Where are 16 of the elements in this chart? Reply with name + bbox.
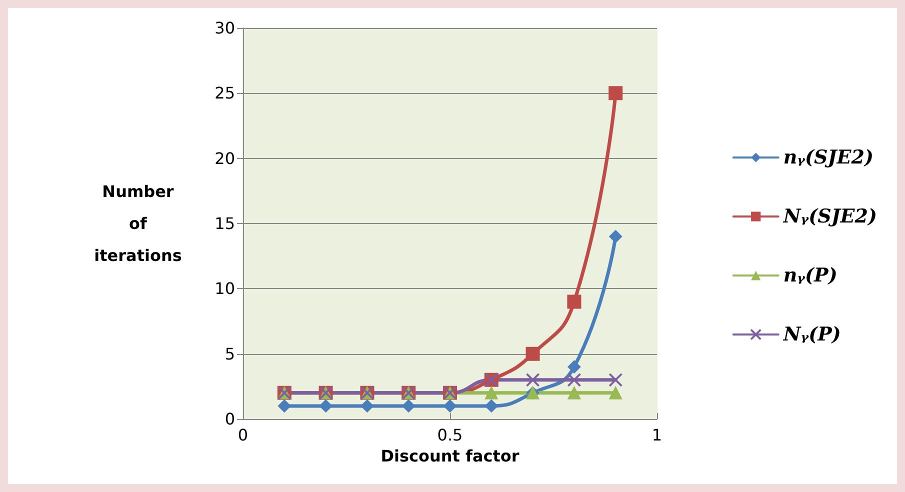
y-tick-label: 5 — [224, 344, 235, 364]
legend-label: Nᵧ(SJE2) — [782, 206, 877, 228]
y-tick-label: 25 — [214, 84, 235, 103]
y-tick-label: 20 — [214, 148, 235, 168]
y-tick-label: 0 — [224, 410, 235, 428]
x-tick-label: 0 — [238, 426, 248, 444]
legend-label: nᵧ(P) — [783, 264, 838, 286]
y-tick-label: 30 — [214, 18, 235, 38]
x-tick-label: 0.5 — [437, 426, 463, 444]
legend-label: nᵧ(SJE2) — [783, 146, 874, 168]
x-tick-label: 1 — [652, 426, 662, 444]
y-tick-label: 10 — [214, 279, 235, 298]
y-tick-label: 15 — [214, 214, 235, 233]
legend-label: Nᵧ(P) — [782, 324, 841, 346]
y-axis-title: Number of iterations — [94, 182, 182, 265]
x-axis-title: Discount factor — [380, 446, 520, 466]
